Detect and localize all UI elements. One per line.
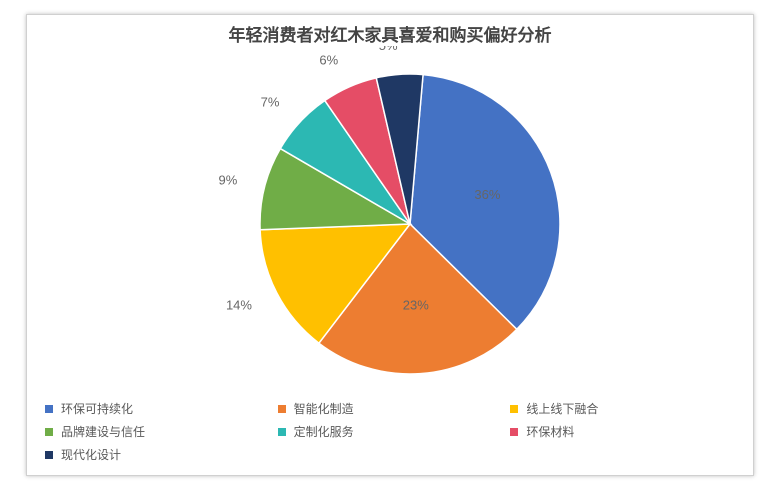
slice-label: 9% [218,172,237,187]
legend-swatch [278,405,286,413]
legend-label: 品牌建设与信任 [61,423,145,440]
legend-label: 环保可持续化 [61,400,133,417]
legend-item: 现代化设计 [45,446,270,463]
legend-label: 定制化服务 [294,423,354,440]
legend-label: 智能化制造 [294,400,354,417]
legend-item: 品牌建设与信任 [45,423,270,440]
legend-label: 线上线下融合 [526,400,598,417]
legend-item: 线上线下融合 [510,400,735,417]
legend-swatch [278,428,286,436]
slice-label: 5% [379,46,398,53]
legend-label: 现代化设计 [61,446,121,463]
legend-item: 环保可持续化 [45,400,270,417]
pie-chart: 36% 23% 14% 9% 7% 6% 5% [110,46,670,386]
legend-item: 环保材料 [510,423,735,440]
legend-label: 环保材料 [526,423,574,440]
slice-label: 6% [319,53,338,68]
slice-label: 14% [226,297,252,312]
legend-item: 定制化服务 [278,423,503,440]
chart-container: 年轻消费者对红木家具喜爱和购买偏好分析 36% 23% 14% 9% 7% 6% 5% 环保… [26,14,754,476]
legend-item: 智能化制造 [278,400,503,417]
slice-label: 7% [261,94,280,109]
slice-label: 23% [403,298,429,313]
slice-label: 36% [474,187,500,202]
legend-swatch [45,405,53,413]
chart-title: 年轻消费者对红木家具喜爱和购买偏好分析 [27,15,753,46]
legend-swatch [510,405,518,413]
chart-frame: 年轻消费者对红木家具喜爱和购买偏好分析 36% 23% 14% 9% 7% 6% 5% 环保… [0,0,780,500]
legend-swatch [45,428,53,436]
legend-swatch [45,451,53,459]
legend: 环保可持续化 智能化制造 线上线下融合品牌建设与信任 定制化服务 环保材料现代化设计 [45,400,735,463]
legend-swatch [510,428,518,436]
